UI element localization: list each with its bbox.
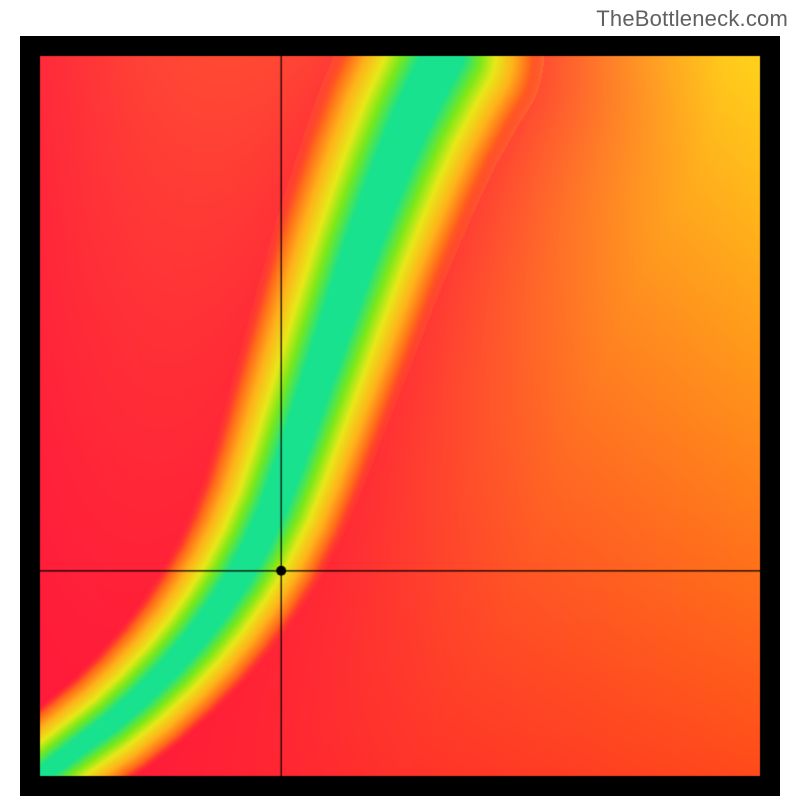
heatmap-plot (20, 36, 780, 796)
attribution-label: TheBottleneck.com (596, 6, 788, 32)
heatmap-canvas (20, 36, 780, 796)
figure-root: TheBottleneck.com (0, 0, 800, 800)
